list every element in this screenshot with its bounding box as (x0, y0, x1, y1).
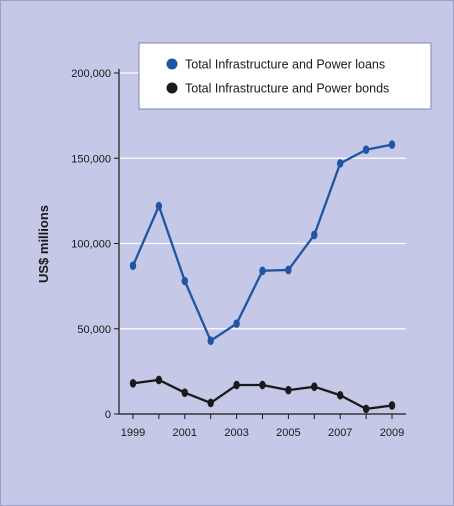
data-point (362, 145, 370, 155)
x-tick-label: 2001 (173, 427, 197, 439)
data-point (181, 276, 188, 286)
data-point (181, 388, 188, 397)
legend-label-bonds: Total Infrastructure and Power bonds (185, 82, 389, 96)
data-point (285, 385, 292, 395)
y-axis-title: US$ millions (36, 205, 51, 283)
data-point (337, 159, 344, 168)
data-point (337, 390, 344, 400)
y-tick-labels: 0 50,000 100,000 150,000 200,000 (71, 68, 111, 421)
x-tick-label: 2007 (328, 427, 352, 439)
data-point (362, 404, 370, 414)
series (129, 140, 396, 414)
data-point (311, 382, 318, 392)
data-point (388, 401, 396, 410)
x-tick-label: 2009 (380, 427, 404, 439)
x-tick-labels: 1999 2001 2003 2005 2007 2009 (121, 427, 404, 439)
legend-box (138, 42, 432, 110)
grid-lines (119, 72, 406, 330)
data-point (259, 266, 266, 276)
y-tick-label: 100,000 (71, 239, 111, 251)
data-point (129, 261, 137, 270)
data-point (285, 265, 292, 275)
data-point (207, 398, 214, 408)
series-line (131, 143, 393, 342)
series-bonds (129, 375, 396, 414)
data-point (259, 380, 266, 390)
data-point (311, 230, 318, 240)
legend-label-loans: Total Infrastructure and Power loans (185, 58, 385, 72)
data-point (207, 336, 214, 345)
legend-marker-loans (166, 58, 178, 70)
y-tick-label: 0 (105, 409, 111, 421)
data-point (388, 140, 396, 149)
data-point (155, 375, 163, 385)
legend: Total Infrastructure and Power loans Tot… (138, 42, 432, 110)
legend-marker-bonds (166, 82, 178, 94)
data-point (129, 379, 137, 388)
x-tick-label: 2005 (276, 427, 300, 439)
axes (114, 69, 406, 419)
x-tick-label: 1999 (121, 427, 145, 439)
x-tick-label: 2003 (224, 427, 248, 439)
data-point (233, 319, 240, 328)
series-loans (129, 140, 396, 345)
data-point (155, 201, 163, 211)
y-tick-label: 200,000 (71, 68, 111, 80)
y-tick-label: 50,000 (77, 324, 111, 336)
data-point (233, 380, 240, 390)
y-tick-label: 150,000 (71, 153, 111, 165)
